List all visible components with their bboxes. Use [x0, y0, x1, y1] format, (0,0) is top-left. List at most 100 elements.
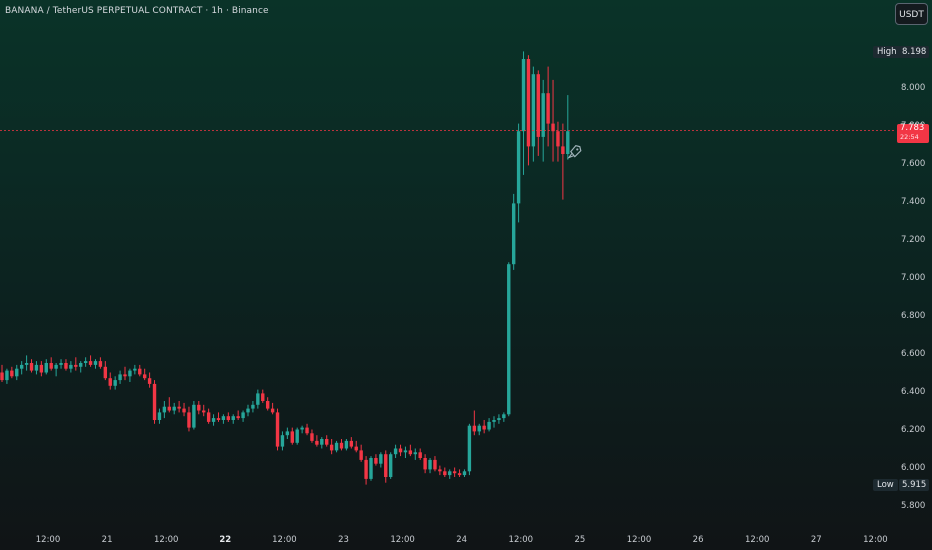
candle-body [541, 93, 545, 137]
candle-body [39, 364, 44, 373]
candle-body [536, 74, 540, 137]
candle-body [138, 368, 142, 375]
candle-body [497, 418, 501, 420]
candle-body [531, 74, 536, 147]
candle-body [526, 59, 531, 147]
candle-body [206, 412, 211, 422]
candle-body [556, 131, 560, 147]
candle-body [98, 361, 103, 367]
candle-body [162, 406, 167, 413]
candle-body [15, 368, 19, 377]
candle-body [408, 450, 413, 455]
candle-body [329, 444, 334, 451]
candle-body [118, 374, 122, 381]
candle-body [280, 435, 285, 447]
candle-body [236, 416, 240, 419]
candle-body [241, 412, 245, 419]
candle-body [211, 418, 216, 422]
candle-body [477, 425, 481, 432]
time-tick-label: 26 [692, 535, 704, 545]
candle-body [93, 361, 98, 365]
candle-body [83, 361, 88, 363]
candle-body [551, 123, 555, 132]
last-price-badge: 7.783 22:54 [897, 124, 929, 143]
candle-body [310, 433, 314, 441]
candle-body [128, 370, 132, 377]
candle-body [285, 431, 290, 436]
candle-body [374, 458, 378, 464]
candle-body [261, 393, 265, 401]
candle-body [507, 264, 511, 415]
candle-body [379, 454, 383, 464]
candle-body [448, 471, 452, 476]
rocket-icon [567, 144, 582, 159]
candle-body [270, 408, 275, 413]
candle-body [403, 450, 408, 453]
candle-body [511, 203, 516, 265]
candle-body [487, 421, 491, 430]
price-tick-label: 6.200 [901, 425, 926, 436]
candle-body [197, 404, 201, 411]
low-value: 5.915 [899, 479, 930, 491]
price-tick-label: 6.600 [901, 349, 926, 360]
candle-body [221, 416, 226, 420]
candle-body [29, 363, 34, 371]
last-price-value: 7.783 [900, 123, 925, 133]
candle-body [325, 439, 329, 445]
candle-body [103, 366, 108, 379]
candle-body [59, 363, 63, 365]
time-tick-label: 12:00 [35, 535, 61, 545]
time-tick-label: 21 [101, 535, 113, 545]
candle-body [187, 412, 191, 428]
price-tick-label: 6.000 [901, 463, 926, 474]
candle-body [275, 412, 280, 447]
candle-body [54, 364, 58, 369]
candle-body [172, 406, 176, 411]
candle-body [334, 442, 339, 451]
candle-body [364, 459, 368, 479]
candle-body [167, 406, 171, 411]
candle-body [251, 404, 255, 409]
chart-title: BANANA / TetherUS PERPETUAL CONTRACT · 1… [5, 6, 269, 16]
time-tick-label: 25 [574, 535, 586, 545]
candle-body [393, 448, 398, 455]
candle-body [157, 412, 162, 420]
currency-button[interactable]: USDT [895, 3, 928, 25]
candle-body [457, 473, 462, 476]
candle-body [265, 401, 270, 409]
price-tick-label: 5.800 [901, 501, 926, 512]
candle-body [226, 416, 231, 420]
time-tick-label: 12:00 [744, 535, 770, 545]
candle-body [123, 374, 127, 377]
candle-body [369, 458, 373, 479]
candle-body [182, 408, 186, 413]
candle-body [546, 93, 550, 124]
candle-body [354, 446, 358, 451]
time-tick-label: 12:00 [626, 535, 652, 545]
time-tick-label: 24 [456, 535, 468, 545]
candle-body [192, 404, 196, 428]
candle-body [216, 418, 221, 420]
time-tick-label: 12:00 [390, 535, 415, 545]
candle-body [398, 448, 403, 453]
candle-body [74, 364, 78, 367]
candle-body [290, 431, 294, 443]
candle-body [0, 372, 4, 381]
candle-body [315, 440, 319, 445]
candle-body [349, 440, 354, 447]
candle-body [49, 363, 53, 369]
candle-body [202, 410, 206, 413]
candle-body [443, 471, 447, 476]
time-tick-label: 22 [219, 535, 232, 545]
candle-body [19, 364, 24, 369]
time-tick-label: 12:00 [153, 535, 179, 545]
candles-layer [0, 51, 570, 485]
candle-body [113, 380, 117, 386]
candle-body [433, 459, 437, 470]
candle-body [79, 363, 83, 367]
candle-body [502, 414, 506, 419]
candle-body [69, 364, 73, 369]
candle-body [108, 378, 112, 386]
candle-body [482, 425, 486, 430]
